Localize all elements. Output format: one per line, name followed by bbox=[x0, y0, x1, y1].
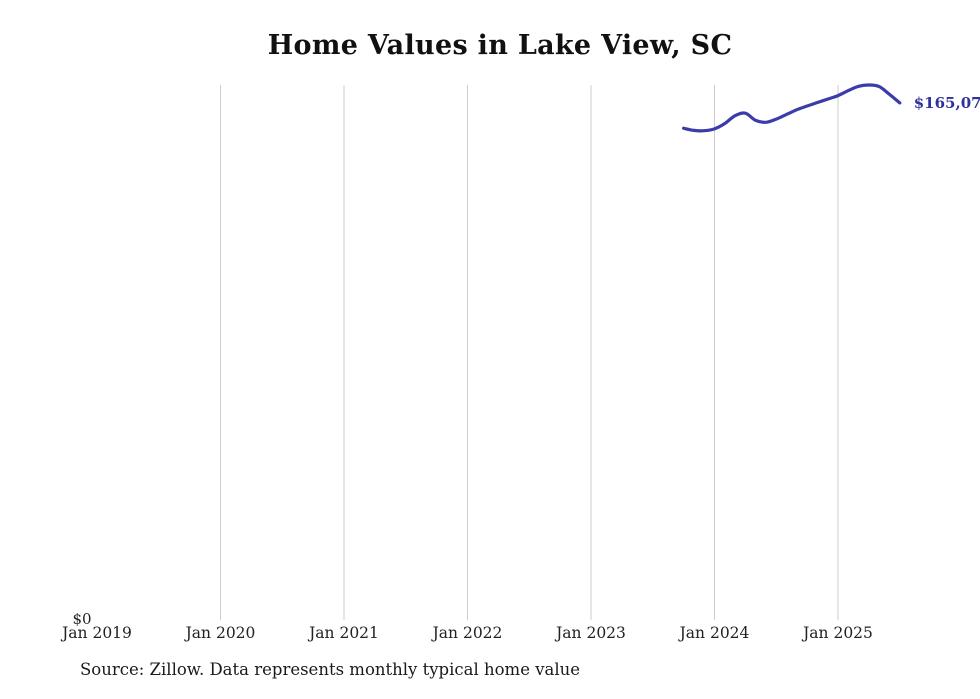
source-note: Source: Zillow. Data represents monthly … bbox=[80, 660, 581, 679]
x-tick-label: Jan 2020 bbox=[185, 624, 256, 642]
gridlines bbox=[220, 85, 839, 620]
chart-title: Home Values in Lake View, SC bbox=[267, 30, 733, 61]
x-tick-label: Jan 2022 bbox=[432, 624, 503, 642]
x-tick-label: Jan 2021 bbox=[309, 624, 379, 642]
home-value-line bbox=[682, 83, 902, 133]
x-tick-label: Jan 2023 bbox=[556, 624, 626, 642]
y-axis-zero-label: $0 bbox=[72, 610, 92, 628]
x-tick-label: Jan 2019 bbox=[62, 624, 132, 642]
x-tick-label: Jan 2024 bbox=[679, 624, 750, 642]
x-tick-label: Jan 2025 bbox=[803, 624, 873, 642]
latest-value-label: $165,077 bbox=[913, 93, 980, 112]
